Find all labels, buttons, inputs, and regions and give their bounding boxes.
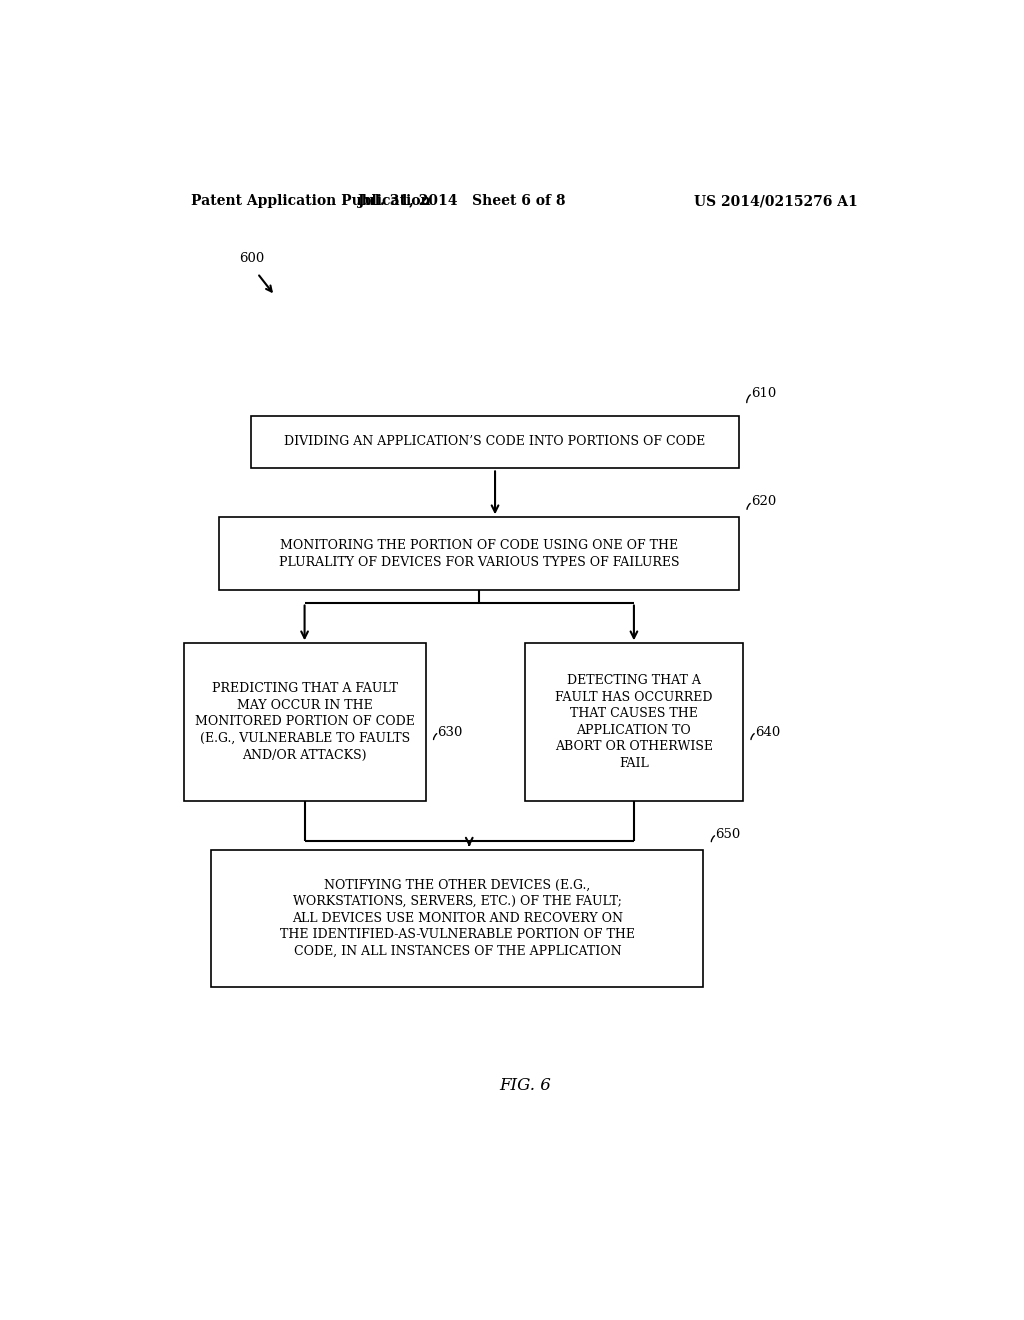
- Text: DETECTING THAT A
FAULT HAS OCCURRED
THAT CAUSES THE
APPLICATION TO
ABORT OR OTHE: DETECTING THAT A FAULT HAS OCCURRED THAT…: [555, 675, 713, 770]
- Text: 600: 600: [240, 252, 264, 265]
- Text: DIVIDING AN APPLICATION’S CODE INTO PORTIONS OF CODE: DIVIDING AN APPLICATION’S CODE INTO PORT…: [285, 436, 706, 449]
- Text: 630: 630: [437, 726, 463, 739]
- Text: 610: 610: [751, 387, 776, 400]
- Text: 620: 620: [751, 495, 776, 508]
- FancyBboxPatch shape: [219, 517, 739, 590]
- Text: Patent Application Publication: Patent Application Publication: [191, 194, 431, 209]
- Text: Jul. 31, 2014   Sheet 6 of 8: Jul. 31, 2014 Sheet 6 of 8: [357, 194, 565, 209]
- FancyBboxPatch shape: [524, 643, 743, 801]
- Text: PREDICTING THAT A FAULT
MAY OCCUR IN THE
MONITORED PORTION OF CODE
(E.G., VULNER: PREDICTING THAT A FAULT MAY OCCUR IN THE…: [195, 682, 415, 762]
- Text: 640: 640: [755, 726, 780, 739]
- Text: MONITORING THE PORTION OF CODE USING ONE OF THE
PLURALITY OF DEVICES FOR VARIOUS: MONITORING THE PORTION OF CODE USING ONE…: [279, 539, 679, 569]
- FancyBboxPatch shape: [211, 850, 703, 987]
- Text: FIG. 6: FIG. 6: [499, 1077, 551, 1094]
- Text: NOTIFYING THE OTHER DEVICES (E.G.,
WORKSTATIONS, SERVERS, ETC.) OF THE FAULT;
AL: NOTIFYING THE OTHER DEVICES (E.G., WORKS…: [280, 879, 635, 957]
- FancyBboxPatch shape: [251, 416, 739, 469]
- Text: 650: 650: [715, 828, 740, 841]
- FancyBboxPatch shape: [183, 643, 426, 801]
- Text: US 2014/0215276 A1: US 2014/0215276 A1: [694, 194, 858, 209]
